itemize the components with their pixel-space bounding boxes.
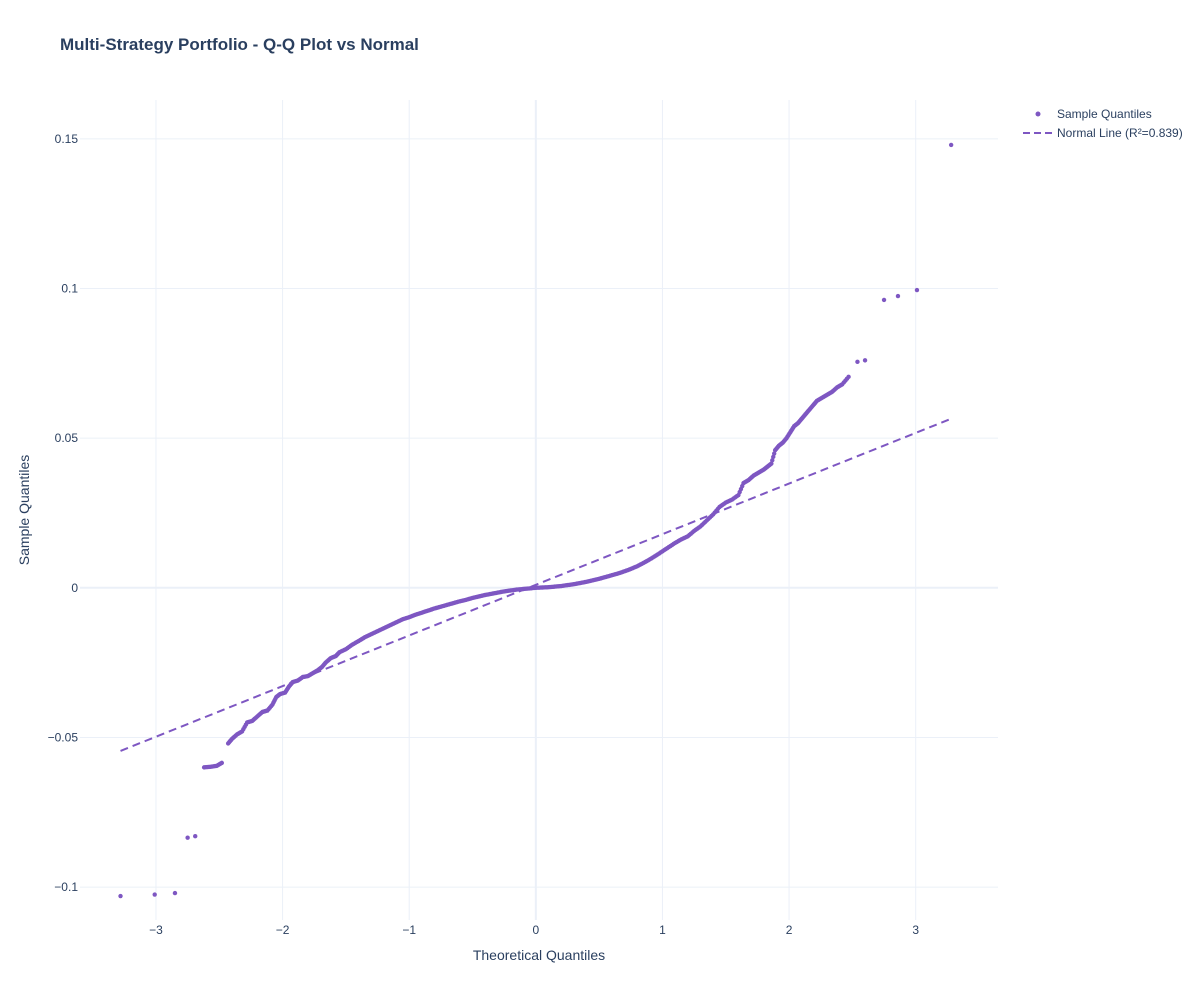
- sample-quantile-point: [740, 483, 745, 489]
- sample-quantile-point: [721, 501, 727, 506]
- legend-label-normal-line: Normal Line (R²=0.839): [1057, 126, 1183, 140]
- sample-quantile-point: [696, 525, 702, 530]
- sample-quantile-point: [544, 585, 550, 590]
- sample-quantile-point: [525, 586, 531, 591]
- sample-quantile-point: [238, 730, 244, 735]
- legend-marker-icon: [1035, 111, 1041, 117]
- sample-quantile-point: [193, 834, 198, 839]
- legend-item-sample-quantiles[interactable]: Sample Quantiles: [1035, 107, 1152, 121]
- y-axis-title: Sample Quantiles: [16, 455, 32, 566]
- sample-quantile-point: [881, 297, 887, 303]
- sample-quantile-point: [348, 643, 353, 648]
- y-tick-label: 0.05: [55, 431, 79, 445]
- sample-quantile-point: [519, 586, 524, 592]
- sample-quantile-point: [702, 519, 708, 525]
- sample-quantile-point: [268, 703, 274, 709]
- sample-quantile-point: [652, 554, 657, 559]
- y-tick-label: −0.1: [54, 880, 78, 894]
- sample-quantile-point: [690, 530, 695, 535]
- sample-quantile-point: [185, 835, 190, 840]
- y-tick-label: 0.1: [61, 282, 78, 296]
- sample-quantile-point: [838, 382, 844, 388]
- sample-quantile-point: [172, 890, 178, 896]
- sample-quantile-point: [771, 454, 776, 460]
- y-tick-label: 0: [71, 581, 78, 595]
- line-layer: [120, 417, 952, 752]
- sample-quantile-point: [538, 585, 543, 590]
- sample-quantile-point: [855, 359, 860, 365]
- sample-quantile-point: [342, 647, 347, 653]
- x-axis-title: Theoretical Quantiles: [473, 947, 605, 963]
- sample-quantile-point: [948, 142, 954, 148]
- x-tick-label: 0: [532, 923, 539, 937]
- sample-quantile-point: [646, 558, 651, 563]
- sample-quantile-point: [658, 550, 664, 555]
- legend-label-sample-quantiles: Sample Quantiles: [1057, 107, 1152, 121]
- sample-quantile-point: [895, 293, 901, 299]
- sample-quantile-point: [354, 639, 360, 645]
- sample-quantile-point: [709, 513, 714, 519]
- legend-item-normal-line[interactable]: Normal Line (R²=0.839): [1023, 126, 1183, 140]
- sample-quantile-point: [768, 462, 773, 467]
- sample-quantile-point: [551, 584, 556, 589]
- point-layer: [118, 142, 954, 899]
- sample-quantile-point: [734, 493, 740, 499]
- chart-title: Multi-Strategy Portfolio - Q-Q Plot vs N…: [60, 35, 419, 54]
- sample-quantile-point: [118, 893, 123, 899]
- sample-quantile-point: [844, 376, 850, 381]
- y-tick-label: 0.15: [55, 132, 79, 146]
- sample-quantile-point: [665, 545, 670, 551]
- sample-quantile-point: [152, 892, 157, 897]
- x-tick-label: 1: [659, 923, 666, 937]
- axis-layer: −3 −2 −1 0 1 2 3 −0.1 −0.05 0 0.05 0.1 0.15: [48, 132, 920, 937]
- x-tick-label: −2: [276, 923, 290, 937]
- x-tick-label: 2: [786, 923, 793, 937]
- legend[interactable]: Sample Quantiles Normal Line (R²=0.839): [1023, 107, 1183, 140]
- normal-reference-line: [120, 417, 952, 752]
- sample-quantile-point: [671, 541, 676, 547]
- sample-quantile-point: [218, 761, 223, 766]
- sample-quantile-point: [770, 458, 775, 463]
- sample-quantile-point: [683, 534, 689, 540]
- y-tick-label: −0.05: [48, 730, 79, 744]
- sample-quantile-point: [728, 498, 733, 503]
- sample-quantile-point: [862, 358, 868, 363]
- x-tick-label: −3: [149, 923, 163, 937]
- sample-quantile-point: [715, 506, 721, 512]
- sample-quantile-point: [914, 287, 920, 293]
- x-tick-label: 3: [912, 923, 919, 937]
- x-tick-label: −1: [402, 923, 416, 937]
- sample-quantile-point: [771, 451, 777, 456]
- sample-quantile-point: [532, 585, 537, 591]
- grid-layer: [80, 100, 998, 920]
